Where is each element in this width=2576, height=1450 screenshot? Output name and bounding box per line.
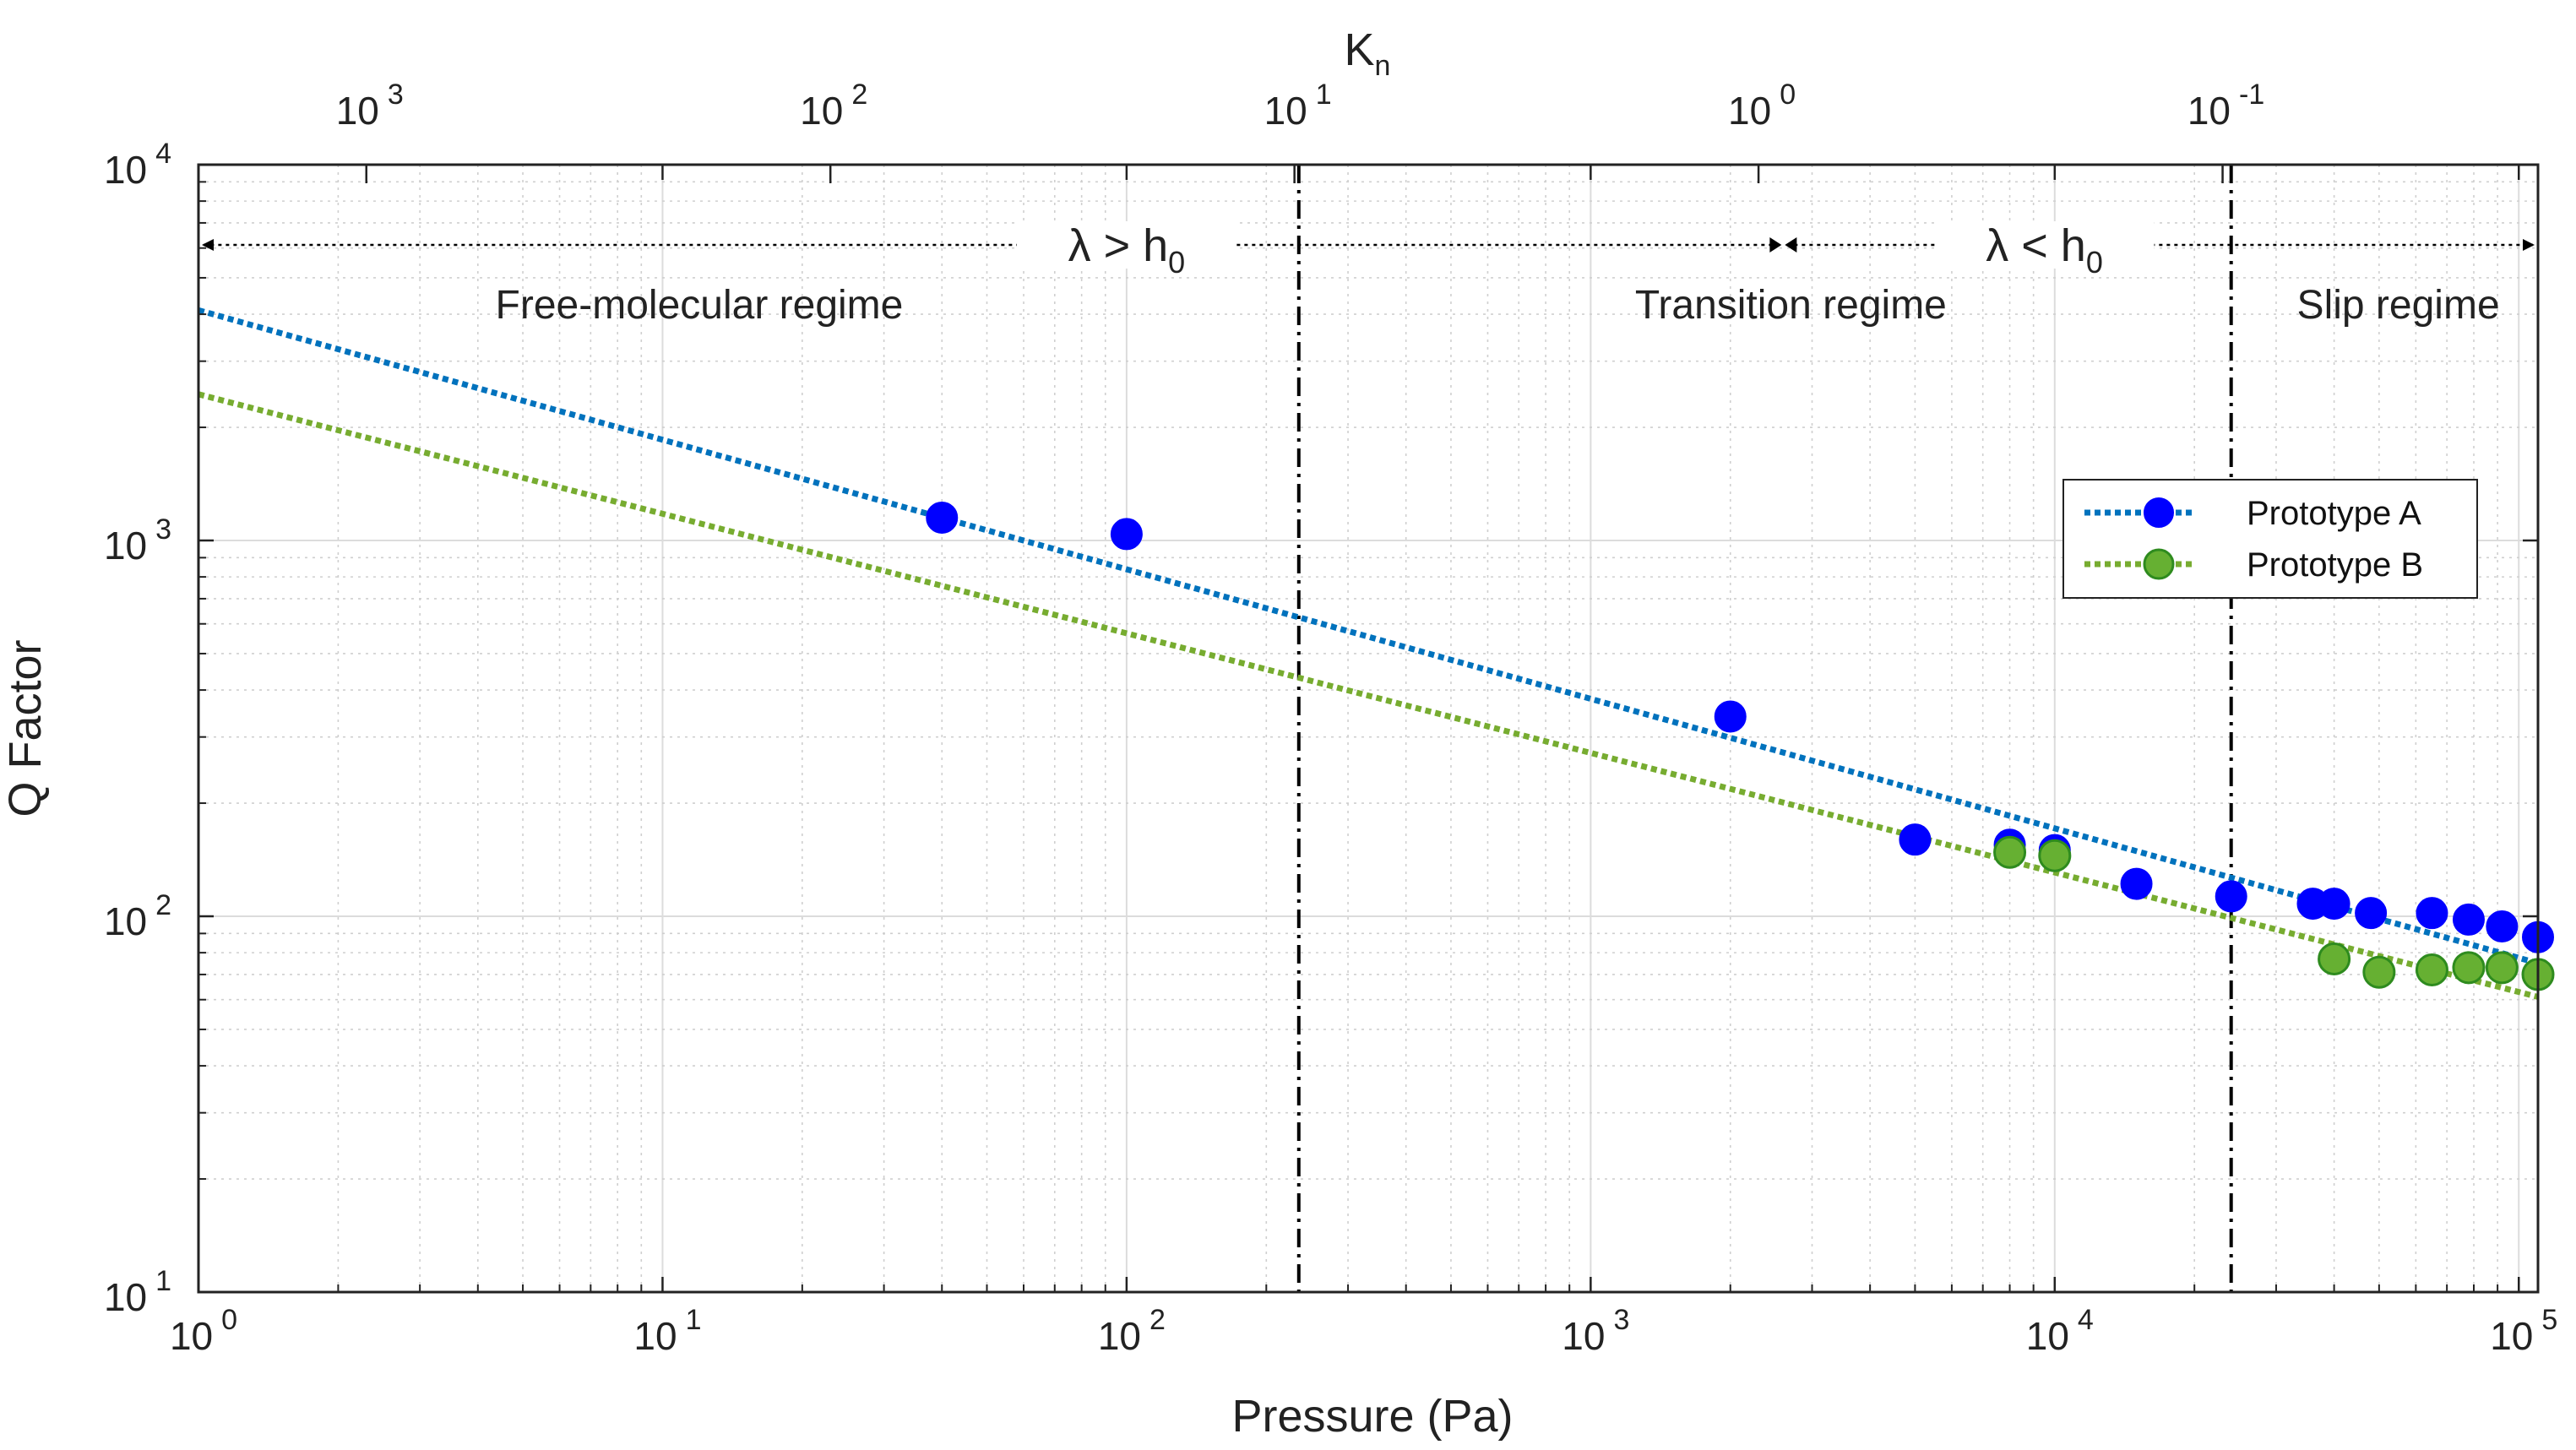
fit-line-prototype-b <box>198 391 2539 1000</box>
legend-label-prototype-b: Prototype B <box>2247 546 2423 584</box>
regime-label: Slip regime <box>2297 283 2500 328</box>
condition-label: λ < h0 <box>1986 220 2103 280</box>
x-tick-label-base: 10 <box>1562 1314 1605 1358</box>
y-tick-label: 10 3 <box>104 513 171 568</box>
data-point-prototype-a <box>1714 700 1747 733</box>
data-point-prototype-a <box>1110 518 1143 551</box>
data-point-prototype-a <box>2355 897 2388 930</box>
legend-label-prototype-a: Prototype A <box>2247 495 2421 532</box>
y-tick-label-base: 10 <box>104 899 147 943</box>
condition-label-background <box>1016 221 1236 269</box>
data-point-prototype-a <box>1899 823 1932 856</box>
top-tick-label: 10 3 <box>336 79 404 133</box>
top-tick-label-exponent: -1 <box>2239 79 2264 111</box>
data-point-prototype-b <box>2318 942 2351 976</box>
y-tick-label-base: 10 <box>104 148 147 192</box>
data-point-prototype-a <box>926 501 959 534</box>
data-point-prototype-a <box>2416 897 2448 930</box>
data-point-prototype-b <box>2452 951 2486 985</box>
data-point-prototype-b <box>2362 955 2396 989</box>
y-axis-title: Q Factor <box>0 639 51 817</box>
data-point-prototype-b <box>1993 835 2027 869</box>
y-tick-label-base: 10 <box>104 524 147 568</box>
x-tick-label-base: 10 <box>170 1314 213 1358</box>
top-tick-label-exponent: 3 <box>388 79 404 111</box>
legend-marker-prototype-a <box>2144 497 2174 528</box>
x-tick-label: 10 3 <box>1562 1304 1629 1358</box>
y-tick-label-base: 10 <box>104 1275 147 1319</box>
condition-label-text: λ < h <box>1986 220 2086 271</box>
x-tick-label-base: 10 <box>633 1314 677 1358</box>
top-tick-label-base: 10 <box>800 89 843 133</box>
y-tick-label-exponent: 1 <box>155 1265 171 1297</box>
top-tick-label-base: 10 <box>1264 89 1307 133</box>
regime-boundaries <box>1296 165 2233 1292</box>
top-tick-label-base: 10 <box>336 89 379 133</box>
legend-box <box>2062 479 2478 599</box>
condition-label-subscript: 0 <box>1168 245 1185 280</box>
condition-label: λ > h0 <box>1068 220 1186 280</box>
data-point-prototype-b <box>2485 951 2519 985</box>
data-point-prototype-a <box>2452 903 2485 936</box>
legend-marker-prototype-b <box>2143 548 2175 580</box>
data-point-prototype-a <box>2120 867 2153 900</box>
condition-label-text: λ > h <box>1068 220 1169 271</box>
y-tick-label: 10 2 <box>104 889 171 943</box>
grid-layer <box>198 164 2538 1293</box>
fit-lines <box>198 307 2539 1000</box>
y-tick-label: 10 1 <box>104 1265 171 1319</box>
x-tick-label-exponent: 0 <box>221 1304 237 1336</box>
x-tick-label: 10 5 <box>2490 1304 2557 1358</box>
x-tick-label: 10 1 <box>633 1304 701 1358</box>
x-tick-label-exponent: 2 <box>1149 1304 1166 1336</box>
top-axis-title: Kn <box>1345 24 1391 82</box>
top-axis-title-main: K <box>1345 24 1375 75</box>
x-axis-title: Pressure (Pa) <box>1231 1391 1513 1442</box>
x-tick-label-exponent: 4 <box>2078 1304 2094 1336</box>
legend: Prototype A Prototype B <box>2062 479 2478 599</box>
top-tick-label: 10 -1 <box>2187 79 2264 133</box>
data-point-prototype-b <box>2038 839 2072 872</box>
top-tick-label: 10 1 <box>1264 79 1332 133</box>
top-tick-label: 10 2 <box>800 79 867 133</box>
y-tick-label: 10 4 <box>104 138 171 192</box>
top-axis-title-sub: n <box>1375 50 1391 82</box>
x-tick-label: 10 2 <box>1098 1304 1166 1358</box>
x-tick-label-base: 10 <box>2026 1314 2069 1358</box>
arrow-split-marker-right <box>1785 237 1797 253</box>
top-tick-label-exponent: 0 <box>1780 79 1796 111</box>
x-tick-label-exponent: 1 <box>686 1304 702 1336</box>
plot-frame <box>197 163 2540 1294</box>
data-point-prototype-b <box>2415 953 2448 986</box>
x-tick-label-base: 10 <box>2490 1314 2533 1358</box>
top-tick-label: 10 0 <box>1728 79 1796 133</box>
top-tick-label-base: 10 <box>1728 89 1771 133</box>
data-point-prototype-a <box>2318 888 2350 921</box>
data-points <box>926 501 2555 991</box>
y-tick-label-exponent: 2 <box>155 889 171 921</box>
data-point-prototype-a <box>2215 880 2247 913</box>
axes: 10 0 10 1 10 2 10 3 10 4 10 510 110 210 310 410 3 10 2 10 1 1… <box>104 79 2557 1358</box>
regime-label: Transition regime <box>1635 283 1947 328</box>
arrow-split-marker-left <box>1769 237 1782 253</box>
x-tick-label-exponent: 3 <box>1613 1304 1629 1336</box>
top-tick-label-exponent: 2 <box>851 79 867 111</box>
condition-label-background <box>1934 221 2155 269</box>
data-point-prototype-a <box>2486 910 2519 942</box>
top-tick-label-exponent: 1 <box>1316 79 1332 111</box>
top-tick-label-base: 10 <box>2187 89 2231 133</box>
y-tick-label-exponent: 3 <box>155 513 171 546</box>
condition-label-subscript: 0 <box>2086 245 2103 280</box>
x-tick-label-exponent: 5 <box>2541 1304 2557 1336</box>
x-tick-label-base: 10 <box>1098 1314 1141 1358</box>
y-tick-label-exponent: 4 <box>155 138 171 170</box>
x-tick-label: 10 0 <box>170 1304 237 1358</box>
regime-label: Free-molecular regime <box>496 283 904 328</box>
x-tick-label: 10 4 <box>2026 1304 2094 1358</box>
